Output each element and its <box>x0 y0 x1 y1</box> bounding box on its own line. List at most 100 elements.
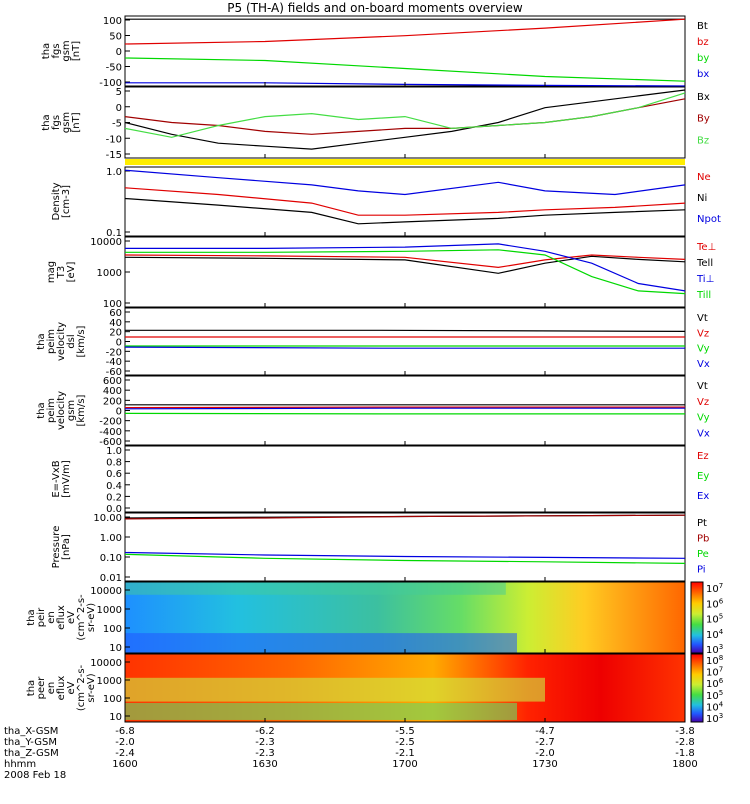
axis-row-value: -2.0 <box>115 737 135 748</box>
legend-entry: Tell <box>696 258 713 269</box>
series-line-Te⊥ <box>124 254 686 269</box>
ylabel-line: tha <box>36 333 47 349</box>
legend-entry: Npot <box>697 214 721 225</box>
panel-frame <box>124 375 686 446</box>
legend-entry: bz <box>697 37 709 48</box>
ylabel-line: tha <box>26 680 37 696</box>
legend-entry: Vx <box>697 359 710 370</box>
series-line-Tell <box>124 255 686 274</box>
figure-title: P5 (TH-A) fields and on-board moments ov… <box>227 1 523 15</box>
legend-entry: Vy <box>697 344 710 355</box>
ytick-label: -100 <box>99 78 122 89</box>
ylabel-line: tha <box>41 43 52 59</box>
ylabel-line: (cm^2-s- <box>76 664 87 711</box>
panel-frame <box>124 307 686 376</box>
colorbar-exponent: 6 <box>719 677 724 685</box>
series-line-bz <box>124 18 686 45</box>
legend-entry: Bz <box>697 135 709 146</box>
ytick-label: 40 <box>109 318 122 329</box>
series-line-Ni <box>124 197 686 225</box>
series-line-by <box>124 57 686 82</box>
ytick-label: 0.6 <box>106 469 122 480</box>
spectrogram-high-energy-band <box>125 582 506 595</box>
ytick-label: 0.4 <box>106 481 122 492</box>
panel-frame <box>124 512 686 582</box>
axis-row-value: 1600 <box>112 759 137 770</box>
colorbar-exponent: 3 <box>719 712 723 720</box>
ytick-label: -5 <box>112 119 122 130</box>
axis-row-value: -1.8 <box>675 748 695 759</box>
colorbar-exponent: 7 <box>719 582 723 590</box>
colorbar-exponent: 5 <box>719 689 723 697</box>
legend-entry: by <box>697 53 709 64</box>
ylabel-line: eV <box>66 611 77 624</box>
ytick-label: 0.1 <box>106 228 122 239</box>
legend-entry: Vy <box>697 413 710 424</box>
ylabel-line: dsl <box>66 334 77 348</box>
axis-row-value: -2.3 <box>255 737 275 748</box>
ytick-label: -15 <box>106 150 122 161</box>
legend-entry: Vt <box>697 381 708 392</box>
ytick-label: 0 <box>116 407 122 418</box>
series-line-Vx <box>124 407 685 410</box>
ytick-label: 10.00 <box>93 513 122 524</box>
legend-entry: Pe <box>697 549 709 560</box>
ytick-label: 1000 <box>97 676 122 687</box>
ylabel-line: fgs <box>51 115 62 130</box>
ytick-label: 100 <box>103 299 122 310</box>
ylabel-group: E=-VxB [mV/m] <box>51 460 72 498</box>
legend-entry: Bx <box>697 92 710 103</box>
legend-entry: Ni <box>697 193 707 204</box>
ytick-label: 1000 <box>97 605 122 616</box>
axis-row-value: -3.8 <box>675 726 695 737</box>
ylabel-group: Pressure [nPa] <box>51 526 72 569</box>
ylabel-line: tha <box>41 114 52 130</box>
panel-frame <box>124 445 686 513</box>
panel-density: 1.0 0.1 Ne Ni Npot Density [cm-3] <box>51 166 721 239</box>
series-line-Till <box>125 249 686 295</box>
yellow-status-bar <box>125 159 685 165</box>
ylabel-line: tha <box>26 609 37 625</box>
axis-row-label: tha_Y-GSM <box>4 737 57 748</box>
ytick-label: 0.10 <box>100 553 122 564</box>
legend-entry: Vz <box>697 328 709 339</box>
ylabel-line: T3 <box>56 266 67 279</box>
colorbar-label: 103 <box>706 712 723 725</box>
legend-entry: Vt <box>697 313 708 324</box>
ylabel-line: peir <box>36 607 47 627</box>
legend-entry: Bt <box>697 21 708 32</box>
colorbar-exponent: 3 <box>719 643 723 651</box>
ylabel-line: [cm-3] <box>61 185 72 218</box>
ylabel-line: tha <box>36 402 47 418</box>
ylabel-line: E=-VxB <box>51 460 62 497</box>
spectrogram-low-energy-band <box>125 633 517 653</box>
axis-row-value: -2.3 <box>255 748 275 759</box>
legend-entry: Vx <box>697 428 710 439</box>
ylabel-line: [km/s] <box>76 325 87 357</box>
colorbar <box>690 653 704 723</box>
colorbar-label: 104 <box>706 628 724 641</box>
ylabel-line: Density <box>51 182 62 220</box>
series-line-Bx <box>124 89 686 150</box>
ytick-label: 50 <box>109 32 122 43</box>
legend-entry: Pt <box>697 518 707 529</box>
colorbar-label: 106 <box>706 597 724 610</box>
ylabel-line: sr-eV) <box>86 603 97 632</box>
ytick-label: 10000 <box>90 237 122 248</box>
ytick-label: 1.00 <box>100 533 122 544</box>
series-line-Ne <box>124 187 686 216</box>
ytick-label: 400 <box>103 386 122 397</box>
axis-row-label: tha_X-GSM <box>4 726 58 737</box>
colorbar-exponent: 5 <box>719 613 723 621</box>
colorbar-label: 107 <box>706 582 723 595</box>
ylabel-line: [mV/m] <box>61 460 72 498</box>
ytick-label: 100 <box>103 694 122 705</box>
ytick-label: 1.0 <box>106 167 122 178</box>
axis-row-value: 1800 <box>672 759 697 770</box>
